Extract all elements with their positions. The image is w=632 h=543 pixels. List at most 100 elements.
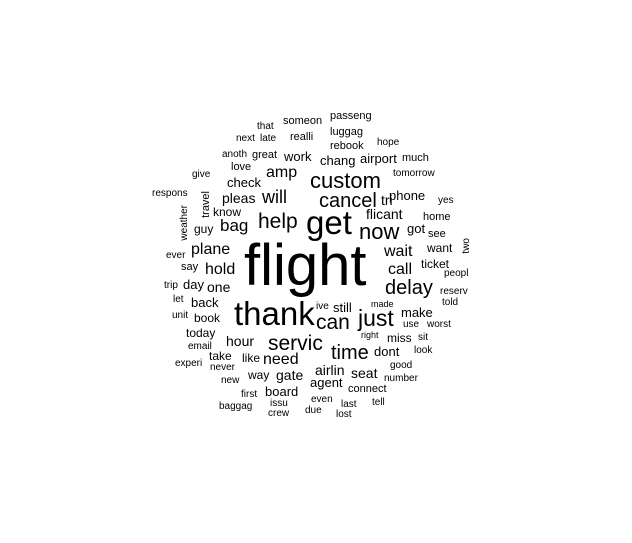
word-number: number xyxy=(384,373,418,384)
word-call: call xyxy=(388,261,413,278)
word-good: good xyxy=(390,360,413,371)
word-realli: realli xyxy=(290,131,314,143)
word-gate: gate xyxy=(276,367,304,383)
word-dont: dont xyxy=(374,344,400,359)
word-issu: issu xyxy=(270,398,288,409)
word-due: due xyxy=(305,405,322,416)
word-look: look xyxy=(414,345,433,356)
word-rebook: rebook xyxy=(330,140,364,152)
word-travel: travel xyxy=(200,191,212,218)
word-chang: chang xyxy=(320,153,356,168)
word-told: told xyxy=(442,297,459,308)
word-got: got xyxy=(407,221,426,236)
word-unit: unit xyxy=(172,310,189,321)
word-back: back xyxy=(191,295,219,310)
word-make: make xyxy=(401,305,433,320)
word-amp: amp xyxy=(266,164,298,181)
word-weather: weather xyxy=(179,205,190,241)
word-agent: agent xyxy=(310,375,343,390)
word-new: new xyxy=(221,375,240,386)
word-respons: respons xyxy=(152,188,188,199)
word-trip: trip xyxy=(164,280,178,291)
word-book: book xyxy=(194,311,221,325)
word-hour: hour xyxy=(226,333,255,349)
word-give: give xyxy=(192,169,211,180)
word-phone: phone xyxy=(389,188,426,203)
word-just: just xyxy=(358,305,394,331)
word-day: day xyxy=(183,277,204,292)
word-pleas: pleas xyxy=(222,190,256,206)
word-seat: seat xyxy=(351,365,378,381)
word-reserv: reserv xyxy=(440,286,468,297)
word-airlin: airlin xyxy=(315,362,345,378)
word-that: that xyxy=(257,121,274,132)
word-see: see xyxy=(428,228,446,240)
word-luggag: luggag xyxy=(330,126,364,138)
word-tomorrow: tomorrow xyxy=(393,168,435,179)
word-never: never xyxy=(210,362,236,373)
word-anoth: anoth xyxy=(222,149,248,160)
word-lost: lost xyxy=(336,409,352,420)
word-wait: wait xyxy=(384,243,413,260)
word-work: work xyxy=(284,149,312,164)
word-hope: hope xyxy=(377,137,400,148)
word-need: need xyxy=(263,351,299,368)
word-servic: servic xyxy=(268,332,323,355)
word-passeng: passeng xyxy=(330,110,372,122)
word-email: email xyxy=(188,341,212,352)
word-bag: bag xyxy=(220,216,249,235)
word-still: still xyxy=(333,300,352,315)
word-connect: connect xyxy=(348,383,387,395)
word-ticket: ticket xyxy=(421,257,450,271)
word-check: check xyxy=(227,175,261,190)
word-flight: flight xyxy=(244,233,367,298)
word-late: late xyxy=(260,133,277,144)
word-let: let xyxy=(173,294,184,305)
word-time: time xyxy=(331,342,369,364)
word-take: take xyxy=(209,349,232,363)
word-now: now xyxy=(359,219,400,244)
word-worst: worst xyxy=(427,319,451,330)
word-custom: custom xyxy=(310,168,381,193)
word-someon: someon xyxy=(283,115,323,127)
word-use: use xyxy=(403,319,420,330)
word-delay: delay xyxy=(385,277,433,299)
word-yes: yes xyxy=(438,195,454,206)
word-guy: guy xyxy=(194,222,214,236)
word-like: like xyxy=(242,351,261,365)
word-board: board xyxy=(265,384,299,399)
word-baggag: baggag xyxy=(219,401,253,412)
word-way: way xyxy=(248,368,270,382)
word-ever: ever xyxy=(166,250,186,261)
word-flicant: flicant xyxy=(366,206,403,222)
word-right: right xyxy=(361,330,379,340)
word-ive: ive xyxy=(316,301,329,312)
word-tell: tell xyxy=(372,397,385,408)
word-even: even xyxy=(311,394,333,405)
word-experi: experi xyxy=(175,358,203,369)
word-airport: airport xyxy=(360,151,397,166)
word-great: great xyxy=(252,149,278,161)
word-peopl: peopl xyxy=(444,268,469,279)
word-much: much xyxy=(402,152,429,164)
word-next: next xyxy=(236,133,255,144)
word-last: last xyxy=(341,399,357,410)
word-one: one xyxy=(207,279,231,295)
word-sit: sit xyxy=(418,332,428,343)
word-help: help xyxy=(258,210,298,233)
word-today: today xyxy=(186,326,216,340)
word-say: say xyxy=(181,261,199,273)
word-miss: miss xyxy=(387,331,412,345)
word-will: will xyxy=(262,187,287,207)
word-thank: thank xyxy=(234,295,315,332)
word-crew: crew xyxy=(268,408,290,419)
word-plane: plane xyxy=(191,241,231,258)
word-love: love xyxy=(231,161,252,173)
word-made: made xyxy=(371,299,394,309)
word-can: can xyxy=(316,311,350,334)
word-first: first xyxy=(241,389,258,400)
word-want: want xyxy=(427,241,453,255)
word-two: two xyxy=(461,238,472,254)
word-cancel: cancel xyxy=(319,190,377,212)
